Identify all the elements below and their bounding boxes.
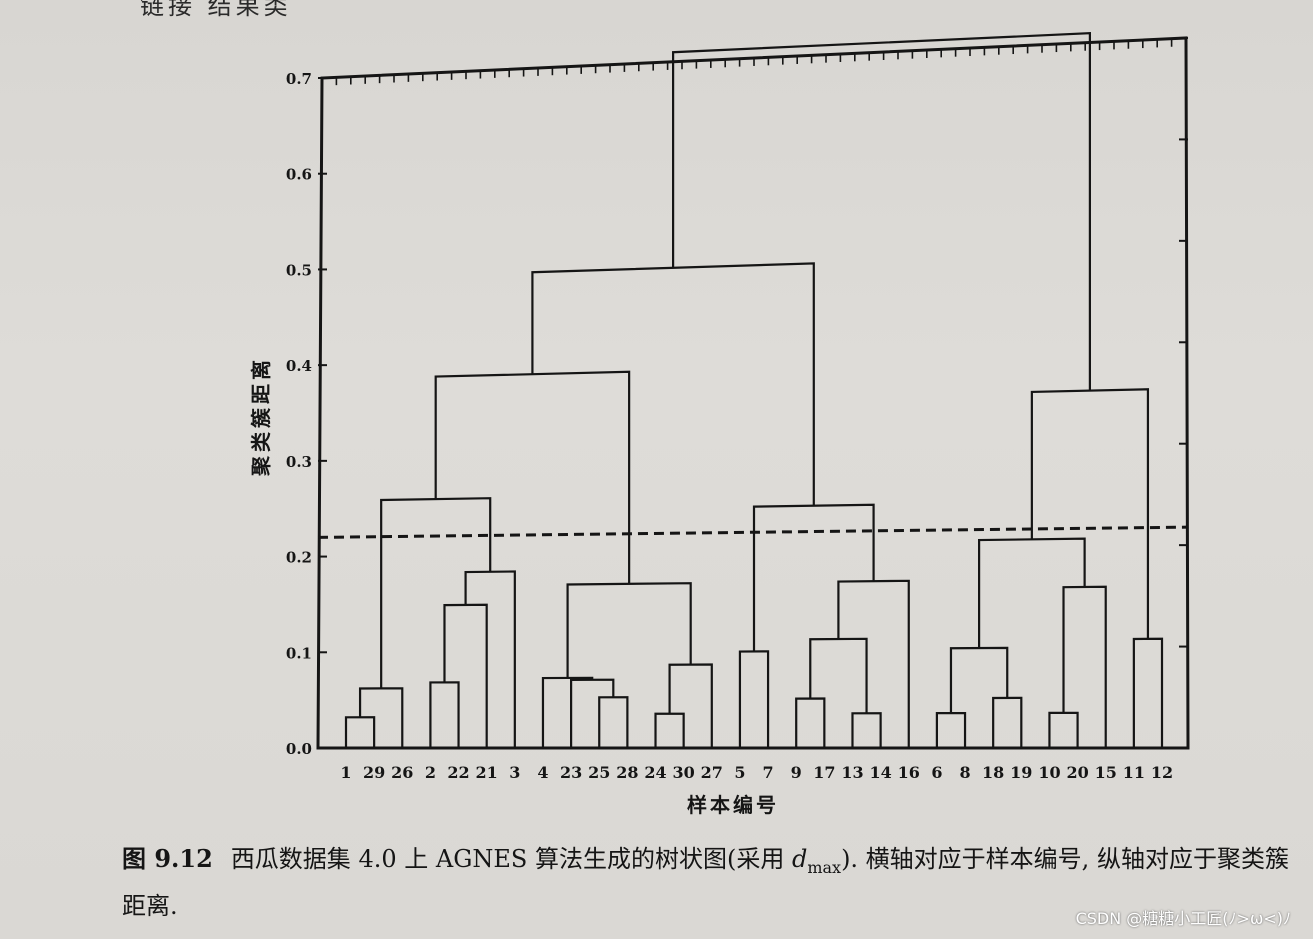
cut-threshold-line bbox=[317, 525, 1189, 539]
dendrogram-link bbox=[935, 711, 967, 748]
dendrogram-link bbox=[1030, 388, 1150, 639]
dendrogram-link bbox=[837, 579, 910, 748]
dendrogram-link bbox=[434, 370, 631, 584]
x-tick-label: 17 bbox=[813, 763, 835, 782]
dendrogram-link bbox=[672, 32, 1091, 391]
caption-text-before: 西瓜数据集 4.0 上 AGNES 算法生成的树状图(采用 bbox=[230, 845, 792, 873]
previous-heading-fragment: 链接 结果类 bbox=[140, 0, 292, 20]
dendrogram-link bbox=[809, 637, 868, 714]
y-tick-label: 0.5 bbox=[286, 261, 312, 279]
x-tick-label: 1 bbox=[340, 763, 351, 782]
x-tick-label: 11 bbox=[1123, 763, 1145, 782]
dendrogram-link bbox=[443, 603, 488, 748]
dendrogram-link bbox=[344, 716, 376, 748]
dendrogram-link bbox=[464, 570, 516, 748]
dendrogram-link bbox=[992, 696, 1023, 748]
figure-caption: 图 9.12 西瓜数据集 4.0 上 AGNES 算法生成的树状图(采用 dmax… bbox=[122, 840, 1292, 925]
dendrogram-link bbox=[949, 646, 1009, 714]
dendrogram-link bbox=[668, 663, 713, 748]
y-tick-label: 0.2 bbox=[286, 549, 312, 567]
x-tick-label: 8 bbox=[959, 763, 970, 782]
dendrogram-link bbox=[531, 262, 815, 506]
x-tick-label: 30 bbox=[673, 763, 695, 782]
caption-dmax-subscript: max bbox=[807, 857, 842, 877]
x-tick-label: 2 bbox=[425, 763, 436, 782]
axis-labels: 样本编号 聚类簇距离 bbox=[249, 356, 779, 817]
x-tick-label: 27 bbox=[701, 763, 723, 782]
x-tick-label: 12 bbox=[1151, 763, 1173, 782]
dendrogram-link bbox=[570, 678, 615, 748]
y-tick-label: 0.4 bbox=[286, 357, 312, 375]
x-tick-label: 25 bbox=[588, 763, 610, 782]
y-tick-label: 0.1 bbox=[286, 644, 312, 662]
x-tick-label: 5 bbox=[734, 763, 745, 782]
caption-text-after: ). 横轴对应于样本编号, 纵轴对应于聚类簇距离. bbox=[122, 845, 1289, 920]
cut-line bbox=[317, 525, 1189, 539]
x-tick-label: 13 bbox=[841, 763, 863, 782]
y-tick-label: 0.3 bbox=[286, 453, 312, 471]
y-tick-label: 0.6 bbox=[286, 166, 312, 184]
x-tick-label: 24 bbox=[644, 763, 666, 782]
dendrogram-links bbox=[344, 32, 1164, 748]
y-tick-label: 0.7 bbox=[286, 70, 312, 88]
figure-number: 图 9.12 bbox=[122, 844, 213, 873]
dendrogram-link bbox=[851, 712, 882, 748]
x-tick-label: 26 bbox=[391, 763, 413, 782]
csdn-watermark: CSDN @糖糖小工匠(ﾉ>ω<)ﾉ bbox=[1075, 909, 1291, 928]
x-tick-label: 16 bbox=[898, 763, 920, 782]
dendrogram-link bbox=[1062, 585, 1107, 748]
x-tick-label: 20 bbox=[1066, 763, 1088, 782]
x-tick-label: 7 bbox=[762, 763, 773, 782]
dendrogram-link bbox=[752, 503, 875, 652]
caption-dmax: dmax bbox=[791, 845, 841, 877]
dendrogram-link bbox=[795, 697, 826, 748]
x-tick-label: 14 bbox=[869, 763, 891, 782]
x-tick-label: 10 bbox=[1038, 763, 1060, 782]
x-tick-label: 22 bbox=[447, 763, 469, 782]
x-tick-label: 9 bbox=[791, 763, 802, 782]
dendrogram-link bbox=[541, 676, 594, 748]
x-tick-label: 28 bbox=[616, 763, 638, 782]
dendrogram-link bbox=[429, 681, 460, 748]
x-tick-label: 21 bbox=[476, 763, 498, 782]
x-tick-label: 6 bbox=[931, 763, 942, 782]
y-tick-label: 0.0 bbox=[286, 740, 312, 758]
x-axis-ticks: 1 29 26 2 22 21 3 4 23 25 28 24 30 27 5 7 9 17 13 14 16 6 8 18 1… bbox=[340, 763, 1173, 782]
x-axis-label: 样本编号 bbox=[687, 793, 779, 817]
x-tick-label: 23 bbox=[560, 763, 582, 782]
dendrogram-link bbox=[380, 497, 492, 689]
dendrogram-link bbox=[654, 712, 685, 748]
x-tick-label: 18 bbox=[982, 763, 1004, 782]
x-tick-label: 29 bbox=[363, 763, 385, 782]
dendrogram-link bbox=[978, 537, 1086, 649]
dendrogram-link bbox=[598, 696, 629, 748]
dendrogram-link bbox=[738, 650, 770, 748]
x-tick-label: 19 bbox=[1010, 763, 1032, 782]
x-tick-label: 3 bbox=[509, 763, 520, 782]
x-tick-label: 4 bbox=[537, 763, 548, 782]
caption-dmax-symbol: d bbox=[791, 845, 808, 873]
x-tick-label: 15 bbox=[1095, 763, 1117, 782]
y-axis-ticks: 0.0 0.1 0.2 0.3 0.4 0.5 0.6 0.7 bbox=[286, 36, 1188, 758]
y-axis-label: 聚类簇距离 bbox=[249, 356, 273, 477]
dendrogram-link bbox=[1048, 711, 1079, 748]
dendrogram-link bbox=[1132, 637, 1164, 748]
